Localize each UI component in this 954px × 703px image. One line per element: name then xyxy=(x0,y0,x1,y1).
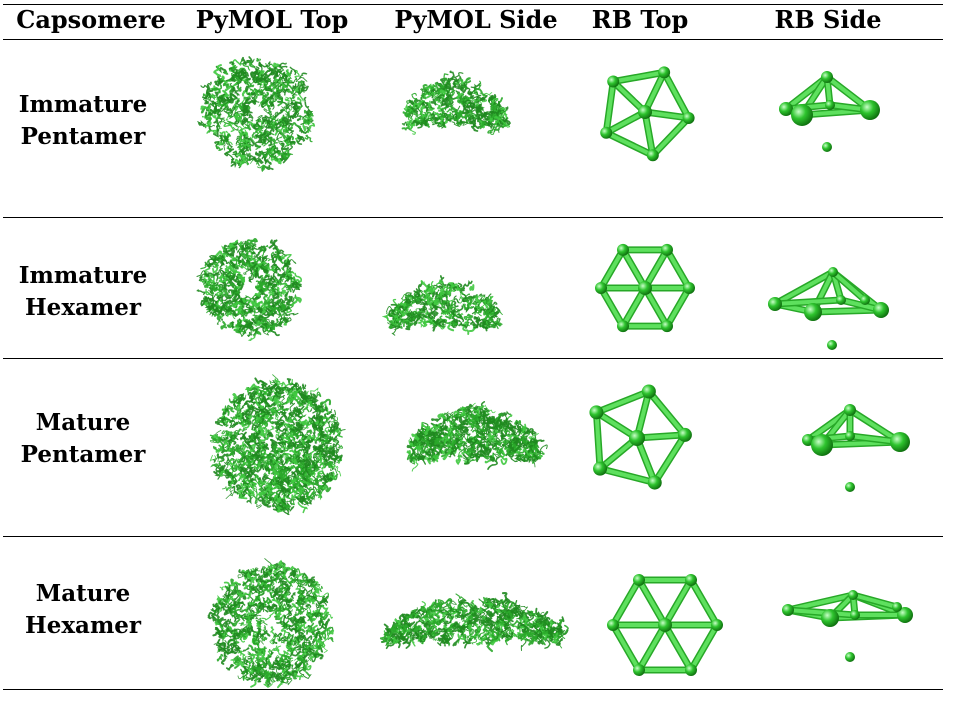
immature-hexamer-rb-side-image xyxy=(768,267,889,350)
row-divider-3 xyxy=(3,536,943,537)
immature-hexamer-rb-top-image xyxy=(595,243,695,333)
header-bottom-rule xyxy=(3,39,943,40)
table-bottom-rule xyxy=(3,689,943,690)
mature-pentamer-pymol-side-image xyxy=(406,401,548,472)
header-capsomere: Capsomere xyxy=(16,5,166,34)
mature-hexamer-rb-top-image xyxy=(607,573,723,677)
header-rb-top: RB Top xyxy=(591,5,689,34)
mature-hexamer-pymol-top-image xyxy=(207,558,335,689)
immature-hexamer-pymol-side-image xyxy=(382,275,504,336)
mature-hexamer-rb-side-image xyxy=(782,590,913,662)
row-label-immature-hexamer: Immature Hexamer xyxy=(18,262,148,321)
row-label-immature-pentamer: Immature Pentamer xyxy=(18,91,148,150)
immature-pentamer-pymol-side-image xyxy=(401,70,511,135)
mature-pentamer-rb-side-image xyxy=(802,404,910,492)
row-label-mature-pentamer: Mature Pentamer xyxy=(20,409,146,468)
header-rb-side: RB Side xyxy=(774,5,882,34)
immature-hexamer-pymol-top-image xyxy=(196,238,303,341)
row-divider-1 xyxy=(3,217,943,218)
mature-hexamer-pymol-side-image xyxy=(379,591,569,653)
row-label-mature-hexamer: Mature Hexamer xyxy=(24,580,142,639)
header-pymol-top: PyMOL Top xyxy=(195,5,349,34)
mature-pentamer-rb-top-image xyxy=(589,384,692,490)
header-pymol-side: PyMOL Side xyxy=(394,5,558,34)
row-divider-2 xyxy=(3,358,943,359)
immature-pentamer-rb-top-image xyxy=(600,66,695,162)
table-top-rule xyxy=(3,4,943,5)
immature-pentamer-rb-side-image xyxy=(779,71,880,152)
immature-pentamer-pymol-top-image xyxy=(197,56,316,173)
mature-pentamer-pymol-top-image xyxy=(209,374,346,516)
